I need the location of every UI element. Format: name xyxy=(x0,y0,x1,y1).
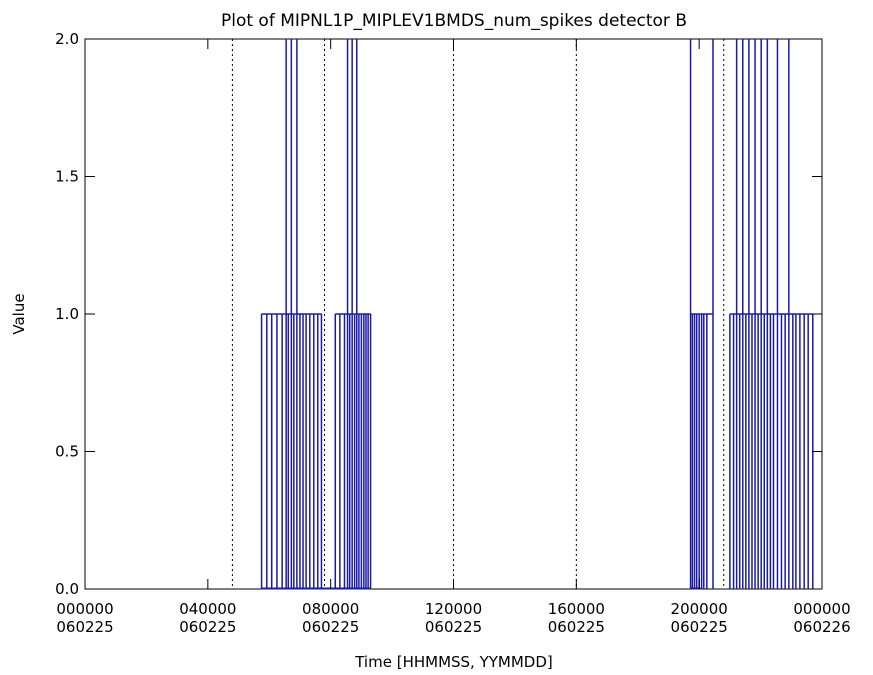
x-tick-label-date: 060225 xyxy=(425,618,482,636)
y-tick-label: 1.0 xyxy=(55,305,79,323)
x-tick-label-date: 060225 xyxy=(302,618,359,636)
x-tick-label-time: 160000 xyxy=(548,600,605,618)
y-axis-label: Value xyxy=(10,293,28,334)
y-tick-label: 0.5 xyxy=(55,443,79,461)
x-tick-label-date: 060225 xyxy=(671,618,728,636)
x-tick-label-date: 060225 xyxy=(56,618,113,636)
y-tick-label: 2.0 xyxy=(55,30,79,48)
y-tick-label: 0.0 xyxy=(55,580,79,598)
chart-title: Plot of MIPNL1P_MIPLEV1BMDS_num_spikes d… xyxy=(221,11,687,31)
x-tick-label-time: 000000 xyxy=(793,600,850,618)
x-axis-label: Time [HHMMSS, YYMMDD] xyxy=(354,653,553,671)
x-tick-label-date: 060226 xyxy=(793,618,850,636)
x-tick-label-date: 060225 xyxy=(548,618,605,636)
data-series xyxy=(260,39,814,590)
day-markers xyxy=(231,39,725,589)
x-tick-label-date: 060225 xyxy=(179,618,236,636)
x-tick-label-time: 200000 xyxy=(671,600,728,618)
x-tick-label-time: 120000 xyxy=(425,600,482,618)
y-axis-ticks: 0.0 0.5 1.0 1.5 2.0 xyxy=(55,30,822,598)
x-axis-ticks: 0000000602250400000602250800000602251200… xyxy=(56,39,851,636)
x-tick-label-time: 000000 xyxy=(56,600,113,618)
x-tick-label-time: 040000 xyxy=(179,600,236,618)
x-tick-label-time: 080000 xyxy=(302,600,359,618)
y-tick-label: 1.5 xyxy=(55,168,79,186)
